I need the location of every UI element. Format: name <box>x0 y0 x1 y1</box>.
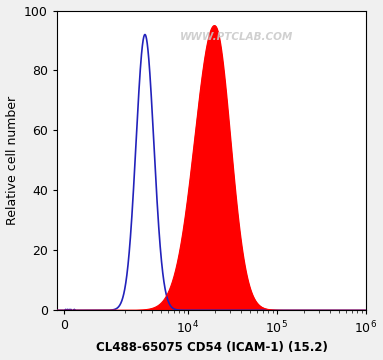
Y-axis label: Relative cell number: Relative cell number <box>6 96 18 225</box>
Text: WWW.PTCLAB.COM: WWW.PTCLAB.COM <box>180 32 293 41</box>
X-axis label: CL488-65075 CD54 (ICAM-1) (15.2): CL488-65075 CD54 (ICAM-1) (15.2) <box>95 341 327 355</box>
